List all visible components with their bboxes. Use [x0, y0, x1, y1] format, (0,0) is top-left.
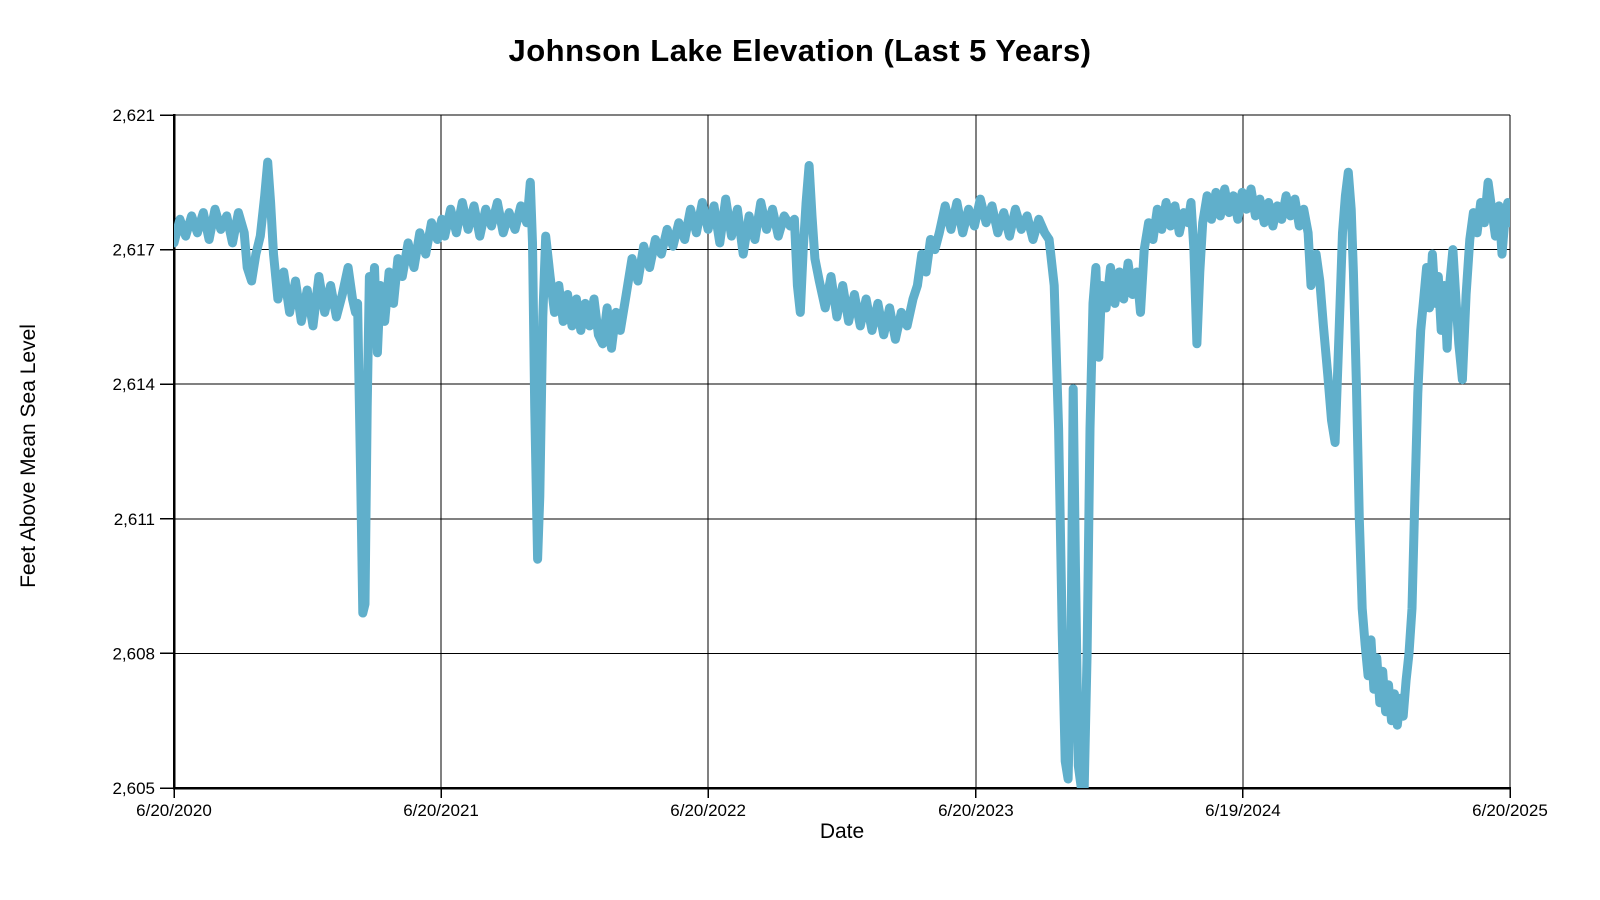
x-axis-title: Date [819, 820, 865, 843]
x-tick-label: 6/20/2021 [403, 801, 479, 820]
y-tick-label: 2,621 [112, 106, 155, 125]
y-tick-label: 2,614 [112, 375, 155, 394]
elevation-series-line [174, 157, 1510, 788]
y-tick-label: 2,611 [114, 510, 155, 529]
x-tick-label: 6/20/2025 [1472, 801, 1548, 820]
y-tick-label: 2,608 [112, 644, 155, 663]
x-tick-label: 6/19/2024 [1205, 801, 1281, 820]
x-tick-label: 6/20/2022 [670, 801, 746, 820]
y-tick-label: 2,605 [112, 779, 155, 798]
x-tick-label: 6/20/2023 [938, 801, 1014, 820]
chart-title: Johnson Lake Elevation (Last 5 Years) [508, 33, 1092, 68]
x-tick-label: 6/20/2020 [136, 801, 212, 820]
y-tick-label: 2,617 [112, 241, 155, 260]
